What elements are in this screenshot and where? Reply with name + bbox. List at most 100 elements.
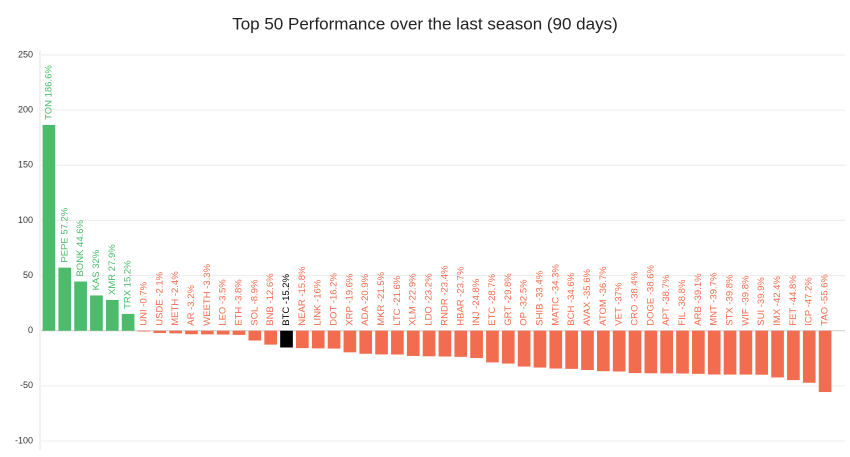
- bar: [311, 330, 325, 349]
- data-label: USDE -2.1%: [154, 271, 165, 325]
- bar: [676, 330, 689, 374]
- bar: [438, 330, 452, 357]
- bar: [581, 330, 594, 370]
- data-label: OP -32.5%: [519, 279, 530, 326]
- data-label: TAO -55.6%: [820, 274, 831, 326]
- data-label: AVAX -35.6%: [582, 268, 593, 325]
- data-label: XRP -19.6%: [344, 273, 355, 326]
- data-label: DOGE -38.6%: [645, 264, 656, 325]
- bar: [343, 330, 357, 353]
- data-label: KAS 32%: [91, 249, 102, 290]
- y-tick-label: 100: [18, 215, 33, 225]
- data-label: FET -44.8%: [788, 275, 799, 326]
- data-label: ICP -47.2%: [804, 277, 815, 326]
- bar: [707, 330, 721, 375]
- bar: [264, 330, 278, 345]
- y-tick-label: -50: [20, 380, 33, 390]
- data-label: HBAR -23.7%: [455, 266, 466, 326]
- bar: [692, 330, 705, 374]
- data-label: LINK -16%: [313, 279, 324, 325]
- bar: [248, 330, 262, 341]
- bar: [137, 330, 151, 332]
- bar: [169, 330, 182, 334]
- data-label: ATOM -36.7%: [598, 266, 609, 326]
- data-label: PEPE 57.2%: [59, 207, 70, 262]
- data-label: LTC -21.6%: [392, 275, 403, 326]
- bar: [644, 330, 658, 374]
- bar: [327, 330, 341, 349]
- bar: [818, 330, 832, 393]
- bar: [280, 330, 293, 348]
- bar: [200, 330, 214, 335]
- data-label: TON 186.6%: [43, 65, 54, 120]
- data-label: ETH -3.8%: [234, 279, 245, 326]
- data-label: WEETH -3.3%: [202, 263, 213, 325]
- bar: [723, 330, 737, 375]
- bar: [755, 330, 769, 375]
- data-label: UNI -0.7%: [138, 281, 149, 325]
- data-label: INJ -24.8%: [471, 278, 482, 326]
- data-label: SUI -39.9%: [756, 277, 767, 326]
- data-label: NEAR -15.8%: [297, 266, 308, 326]
- bar: [74, 281, 87, 331]
- data-label: IMX -42.4%: [772, 276, 783, 326]
- data-label: FIL -38.8%: [677, 279, 688, 326]
- data-label: SHIB -33.4%: [534, 270, 545, 325]
- bar: [501, 330, 515, 364]
- data-label: ADA -20.9%: [360, 273, 371, 325]
- data-label: LEO -3.5%: [218, 279, 229, 326]
- bar: [802, 330, 816, 383]
- bar: [787, 330, 800, 381]
- y-tick-label: 50: [23, 270, 33, 280]
- bar: [121, 313, 135, 331]
- bar: [771, 330, 784, 378]
- data-label: XMR 27.9%: [107, 244, 118, 295]
- data-label: STX -39.8%: [725, 274, 736, 326]
- bar: [375, 330, 388, 355]
- data-label: BCH -34.6%: [566, 272, 577, 325]
- bar: [359, 330, 373, 354]
- data-label: APT -38.7%: [661, 274, 672, 326]
- bar: [533, 330, 547, 368]
- data-label: MKR -21.5%: [376, 271, 387, 325]
- bar: [90, 295, 103, 331]
- data-label: BNB -12.6%: [265, 273, 276, 326]
- bar: [660, 330, 674, 374]
- data-label: LDO -23.2%: [424, 273, 435, 326]
- data-label: CRO -38.4%: [630, 271, 641, 325]
- bar: [296, 330, 309, 349]
- bar: [42, 124, 56, 331]
- data-label: RNDR -23.4%: [439, 265, 450, 326]
- bar: [153, 330, 167, 334]
- bar: [517, 330, 531, 367]
- chart-title: Top 50 Performance over the last season …: [232, 14, 618, 33]
- y-tick-label: -100: [15, 435, 33, 445]
- bar: [486, 330, 499, 363]
- data-label: TRX 15.2%: [123, 260, 134, 309]
- data-label: WIF -39.8%: [740, 275, 751, 326]
- bar: [565, 330, 578, 369]
- data-label: SOL -8.9%: [249, 279, 260, 326]
- data-label: BONK 44.6%: [75, 219, 86, 276]
- bar: [422, 330, 436, 357]
- y-tick-label: 200: [18, 105, 33, 115]
- data-label: DOT -16.2%: [329, 273, 340, 326]
- bar: [739, 330, 753, 375]
- data-label: MNT -39.7%: [709, 272, 720, 326]
- bar: [406, 330, 420, 356]
- data-label: METH -2.4%: [170, 271, 181, 326]
- bar: [470, 330, 483, 359]
- data-label: GRT -29.8%: [503, 273, 514, 326]
- data-label: ETC -28.7%: [487, 273, 498, 325]
- bar: [549, 330, 563, 369]
- y-tick-label: 250: [18, 49, 33, 59]
- bar: [454, 330, 468, 357]
- bar: [232, 330, 246, 335]
- bar: [216, 330, 230, 335]
- data-label: MATIC -34.3%: [550, 264, 561, 326]
- bar: [58, 267, 72, 331]
- data-label: VET -37%: [614, 282, 625, 326]
- bar: [628, 330, 642, 374]
